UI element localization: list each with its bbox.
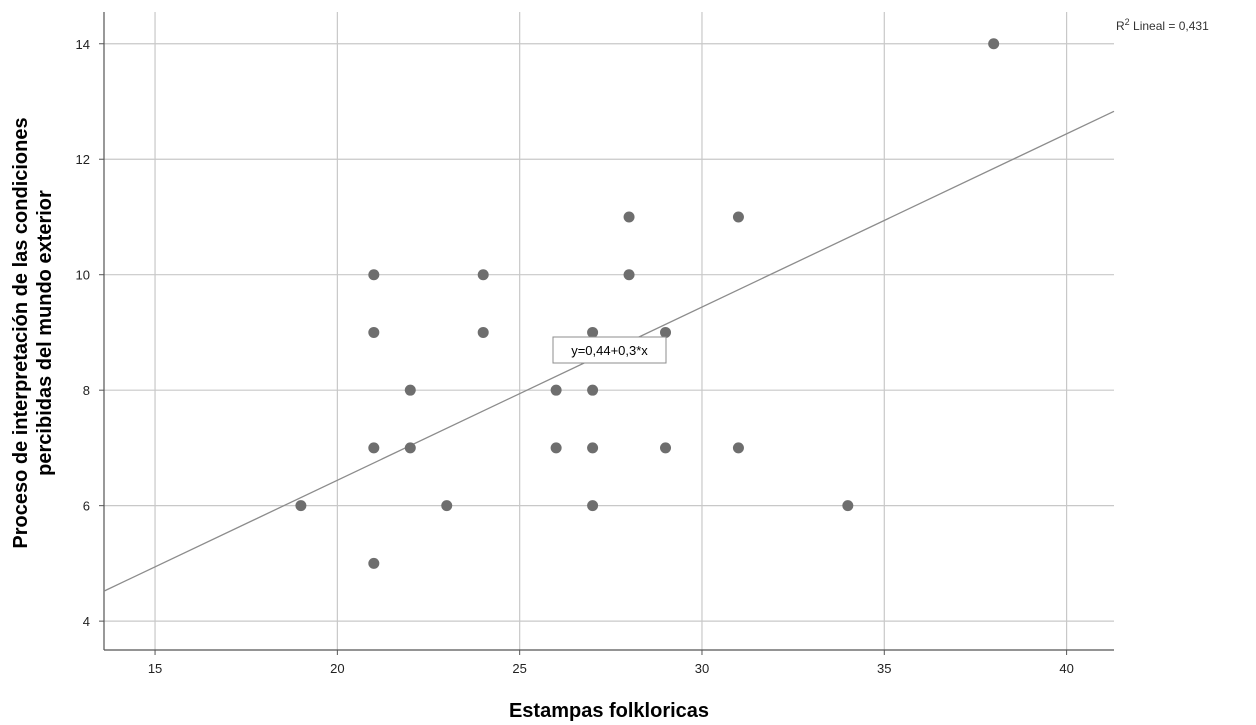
- scatter-point: [368, 269, 380, 281]
- scatter-point: [587, 384, 599, 396]
- scatter-point: [477, 269, 489, 281]
- scatter-point: [660, 442, 672, 454]
- scatter-point: [732, 211, 744, 223]
- y-tick-label: 4: [83, 614, 90, 629]
- scatter-point: [550, 384, 562, 396]
- x-tick-label: 25: [512, 661, 526, 676]
- grid-lines: [104, 12, 1114, 650]
- scatter-point: [368, 442, 380, 454]
- scatter-point: [441, 500, 453, 512]
- scatter-point: [477, 326, 489, 338]
- x-tick-label: 20: [330, 661, 344, 676]
- y-axis-title: Proceso de interpretación de las condici…: [10, 117, 56, 548]
- equation-box-frame: [552, 336, 667, 364]
- scatter-point: [660, 326, 672, 338]
- scatter-point: [732, 442, 744, 454]
- equation-label: y=0,44+0,3*x: [571, 343, 648, 358]
- scatter-point: [623, 211, 635, 223]
- scatter-point: [404, 442, 416, 454]
- axes: [99, 12, 1114, 655]
- x-axis-title: Estampas folkloricas: [509, 700, 709, 722]
- scatter-point: [842, 500, 854, 512]
- tick-labels: 15 20 25 30 35 40 4 6 8 10 12 14: [76, 37, 1074, 676]
- y-tick-label: 6: [83, 499, 90, 514]
- y-tick-label: 12: [76, 152, 90, 167]
- y-tick-label: 8: [83, 383, 90, 398]
- equation-box: y=0,44+0,3*x: [552, 336, 667, 364]
- y-tick-label: 10: [76, 268, 90, 283]
- x-tick-label: 15: [148, 661, 162, 676]
- scatter-point: [587, 500, 599, 512]
- scatter-point: [587, 326, 599, 338]
- scatter-point: [295, 500, 307, 512]
- x-tick-label: 40: [1059, 661, 1073, 676]
- scatter-point: [988, 38, 1000, 50]
- scatter-point: [550, 442, 562, 454]
- r2-label: R2 Lineal = 0,431: [1116, 17, 1209, 33]
- x-tick-label: 30: [695, 661, 709, 676]
- scatter-point: [368, 557, 380, 569]
- scatter-point: [623, 269, 635, 281]
- y-axis-title-line-1: Proceso de interpretación de las condici…: [10, 117, 32, 548]
- scatter-point: [587, 442, 599, 454]
- y-axis-title-line-2: percibidas del mundo exterior: [34, 190, 56, 476]
- scatter-point: [368, 326, 380, 338]
- x-tick-label: 35: [877, 661, 891, 676]
- y-tick-label: 14: [76, 37, 90, 52]
- data-points: [295, 38, 1000, 569]
- scatter-point: [404, 384, 416, 396]
